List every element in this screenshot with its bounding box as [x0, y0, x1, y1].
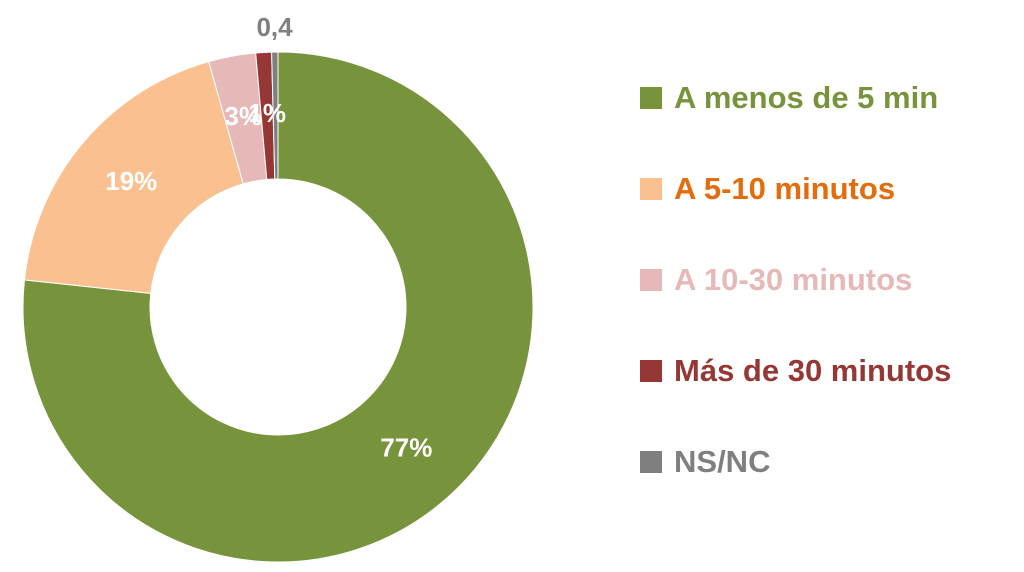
legend-marker [640, 269, 662, 291]
legend-label: NS/NC [674, 444, 770, 479]
data-label: 3% [225, 101, 263, 131]
data-label: 0,4 [256, 12, 293, 42]
donut-segment [271, 51, 279, 180]
legend-marker [640, 178, 662, 200]
legend-marker [640, 451, 662, 473]
legend-marker [640, 87, 662, 109]
legend-label: A 5-10 minutos [674, 171, 895, 206]
legend-label: A 10-30 minutos [674, 262, 912, 297]
legend-label: A menos de 5 min [674, 80, 938, 115]
data-label: 19% [105, 166, 157, 196]
legend-marker [640, 360, 662, 382]
data-label: 1% [248, 98, 286, 128]
donut-segment [22, 51, 534, 563]
donut-segment [23, 60, 244, 294]
data-label: 77% [380, 433, 432, 463]
legend-label: Más de 30 minutos [674, 353, 951, 388]
